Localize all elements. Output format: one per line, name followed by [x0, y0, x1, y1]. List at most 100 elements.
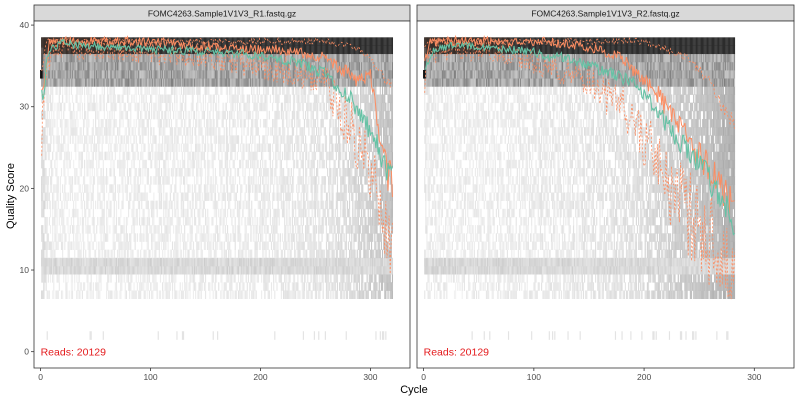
heatmap-tile: [57, 110, 59, 120]
heatmap-tile: [215, 37, 218, 46]
heatmap-tile: [103, 249, 105, 259]
heatmap-tile: [87, 159, 89, 169]
heatmap-tile: [213, 94, 215, 104]
heatmap-tile: [138, 200, 141, 210]
heatmap-tile: [244, 53, 246, 63]
heatmap-tile: [155, 282, 157, 291]
heatmap-tile: [46, 135, 48, 144]
heatmap-tile: [142, 233, 144, 242]
heatmap-tile: [241, 249, 243, 259]
heatmap-tile: [195, 45, 197, 55]
heatmap-tile: [292, 94, 295, 104]
heatmap-tile: [186, 265, 188, 275]
heatmap-tile: [196, 159, 198, 169]
heatmap-tile: [141, 61, 143, 71]
heatmap-tile: [59, 69, 61, 79]
heatmap-tile: [284, 143, 286, 153]
heatmap-tile: [158, 249, 160, 259]
heatmap-tile: [142, 37, 144, 46]
heatmap-tile: [137, 249, 140, 259]
heatmap-tile: [234, 241, 236, 251]
heatmap-tile: [122, 53, 124, 63]
heatmap-tile: [126, 135, 129, 144]
heatmap-tile: [132, 143, 134, 153]
heatmap-tile: [285, 102, 287, 112]
heatmap-tile: [288, 37, 290, 46]
heatmap-tile: [44, 86, 46, 95]
heatmap-tile: [189, 53, 191, 63]
heatmap-tile: [99, 45, 101, 55]
heatmap-tile: [60, 61, 63, 71]
heatmap-tile: [231, 78, 233, 87]
heatmap-tile: [258, 200, 260, 210]
heatmap-tile: [120, 135, 122, 144]
heatmap-tile: [73, 208, 75, 218]
heatmap-tile: [114, 290, 116, 299]
heatmap-tile: [137, 176, 140, 185]
heatmap-tile: [88, 151, 90, 161]
heatmap-tile: [284, 216, 286, 226]
heatmap-tile: [109, 257, 111, 267]
heatmap-tile: [175, 69, 177, 79]
heatmap-tile: [229, 249, 231, 259]
heatmap-tile: [240, 192, 242, 202]
heatmap-tile: [189, 184, 191, 193]
heatmap-tile: [130, 233, 132, 242]
heatmap-tile: [140, 192, 142, 202]
heatmap-tile: [267, 78, 269, 87]
heatmap-tile: [109, 78, 111, 87]
heatmap-tile: [242, 274, 244, 283]
heatmap-tile: [134, 86, 136, 95]
heatmap-tile: [262, 135, 264, 144]
heatmap-tile: [53, 69, 55, 79]
heatmap-tile: [106, 176, 108, 185]
heatmap-tile: [206, 233, 208, 242]
heatmap-tile: [142, 53, 144, 63]
heatmap-tile: [152, 249, 154, 259]
heatmap-tile: [291, 216, 293, 226]
heatmap-tile: [131, 208, 133, 218]
heatmap-tile: [288, 135, 290, 144]
heatmap-tile: [169, 249, 171, 259]
heatmap-tile: [277, 257, 279, 267]
heatmap-tile: [114, 78, 116, 87]
heatmap-tile: [221, 78, 223, 87]
heatmap-tile: [143, 282, 145, 291]
heatmap-tile: [64, 53, 66, 63]
heatmap-tile: [146, 225, 148, 234]
heatmap-tile: [41, 151, 43, 161]
heatmap-tile: [92, 241, 94, 251]
heatmap-tile: [67, 143, 69, 153]
heatmap-tile: [76, 69, 78, 79]
heatmap-tile: [154, 225, 156, 234]
heatmap-tile: [41, 192, 43, 202]
heatmap-tile: [276, 86, 278, 95]
heatmap-tile: [126, 118, 129, 128]
heatmap-tile: [211, 192, 213, 202]
heatmap-tile: [121, 257, 123, 267]
heatmap-tile: [195, 53, 197, 63]
heatmap-tile: [133, 61, 135, 71]
heatmap-tile: [148, 110, 151, 120]
heatmap-tile: [289, 78, 291, 87]
heatmap-tile: [96, 225, 98, 234]
heatmap-tile: [226, 45, 229, 55]
heatmap-tile: [66, 118, 68, 128]
heatmap-tile: [79, 184, 81, 193]
heatmap-tile: [284, 127, 286, 136]
heatmap-tile: [142, 176, 144, 185]
heatmap-tile: [73, 61, 75, 71]
heatmap-tile: [199, 200, 201, 210]
heatmap-tile: [108, 143, 110, 153]
heatmap-tile: [226, 151, 229, 161]
heatmap-tile: [258, 45, 260, 55]
heatmap-tile: [237, 290, 240, 299]
heatmap-tile: [103, 69, 105, 79]
heatmap-tile: [68, 249, 70, 259]
heatmap-tile: [170, 53, 173, 63]
heatmap-tile: [148, 151, 151, 161]
heatmap-tile: [276, 143, 278, 153]
heatmap-tile: [264, 61, 266, 71]
heatmap-tile: [58, 274, 60, 283]
heatmap-tile: [62, 216, 64, 226]
